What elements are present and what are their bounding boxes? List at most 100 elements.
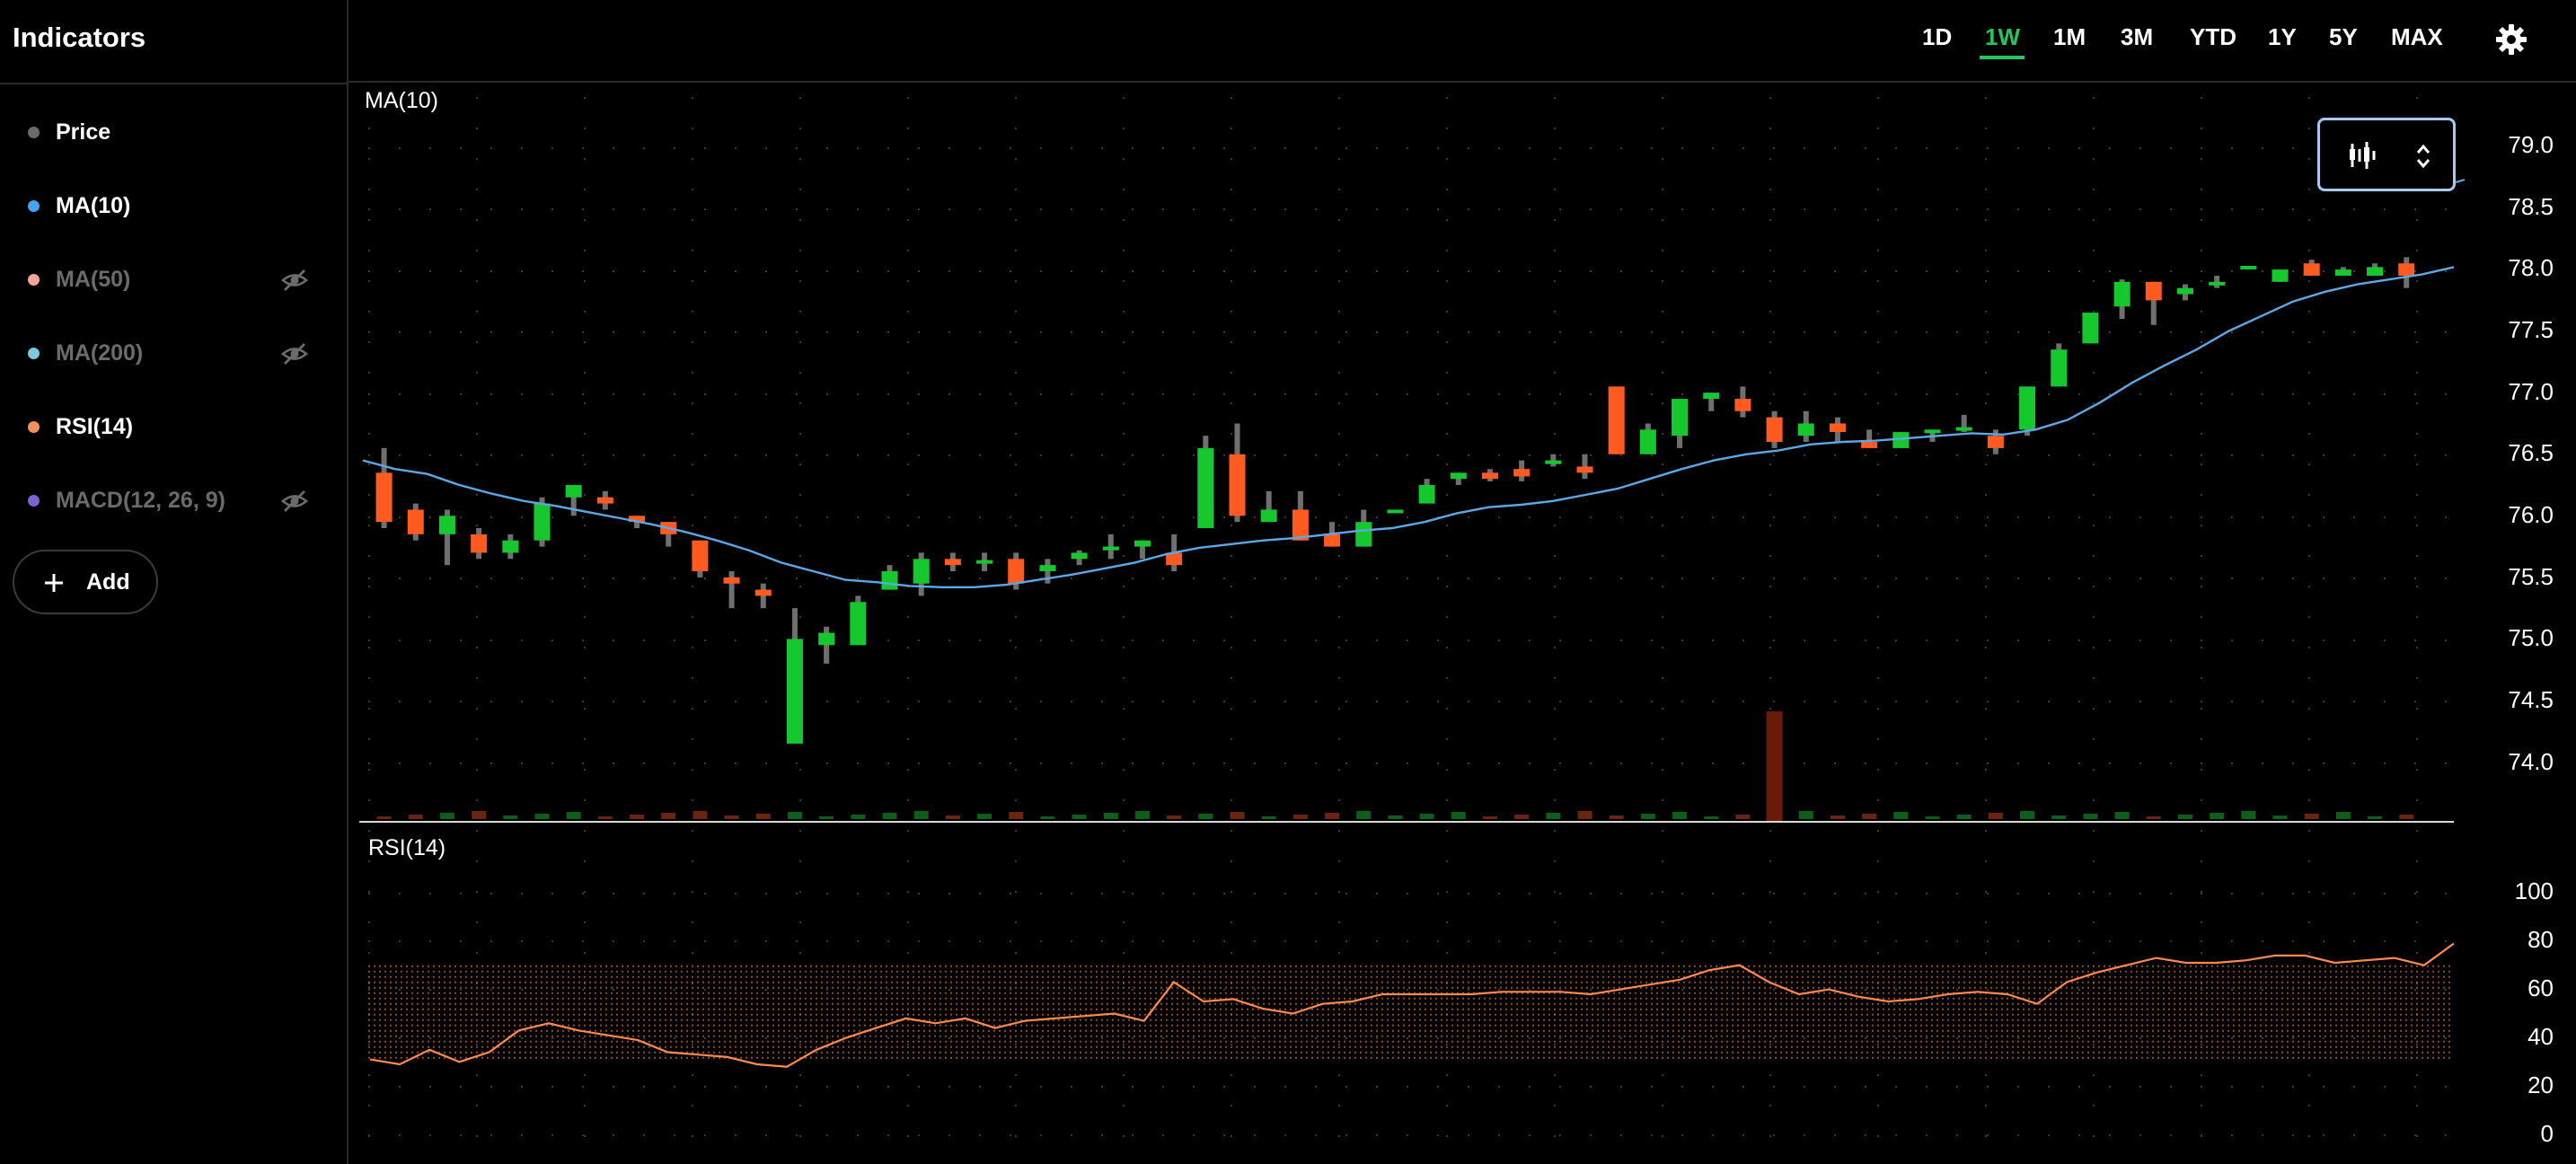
volume-bar [882,813,897,819]
volume-bar [1893,812,1909,819]
timeframe-5y[interactable]: 5Y [2329,23,2358,50]
timeframe-3m[interactable]: 3M [2121,23,2154,50]
candle-body [944,559,961,566]
price-tick-label: 75.5 [2508,563,2554,590]
volume-bar [439,813,454,819]
candle-body [850,602,867,646]
volume-spike-bar [1766,711,1783,822]
volume-bar [1230,812,1245,819]
eye-off-icon[interactable] [280,340,309,368]
timeframe-1w[interactable]: 1W [1985,23,2020,50]
indicator-ma50[interactable]: MA(50) [0,242,347,316]
price-tick-label: 78.0 [2508,254,2554,281]
indicator-dot [28,348,40,359]
candle-body [1418,485,1435,504]
candle-body [629,516,646,523]
candle-body [881,570,898,590]
indicator-label: MA(200) [56,340,144,366]
price-pane-label: MA(10) [365,88,438,113]
volume-bar [1356,811,1372,819]
volume-bar [1009,812,1024,819]
candle-body [596,497,613,504]
candle-body [2209,281,2226,286]
candle-body [976,560,993,564]
volume-bar [661,813,676,819]
indicator-price[interactable]: Price [0,95,347,169]
eye-off-icon[interactable] [280,487,309,516]
volume-bar [1609,816,1624,819]
candle-body [2019,386,2036,430]
volume-bar [597,816,613,819]
timeframe-max[interactable]: MAX [2391,23,2443,50]
candle-body [1102,546,1119,551]
gear-icon[interactable] [2493,22,2529,57]
candle-body [375,472,393,523]
volume-bar [1577,811,1592,819]
timeframe-1m[interactable]: 1M [2053,23,2086,50]
sort-arrows-icon [2416,144,2430,169]
add-label: Add [86,569,130,595]
candle-body [2113,281,2130,307]
candle-body [565,485,582,498]
volume-bar [1198,814,1213,819]
volume-bar [945,816,960,819]
volume-bar [1040,816,1055,819]
volume-bar [2114,812,2130,819]
timeframe-ytd[interactable]: YTD [2190,23,2236,50]
add-indicator-button[interactable]: Add [13,550,158,614]
candle-body [1134,540,1151,547]
indicator-label: MA(10) [56,193,131,218]
volume-bar [376,816,392,819]
volume-bar [1956,815,1972,819]
volume-bar [2177,815,2192,819]
indicator-ma10[interactable]: MA(10) [0,169,347,242]
price-tick-label: 76.5 [2508,439,2554,466]
volume-bar [1325,813,1340,819]
volume-bar [1640,814,1655,819]
candle-body [1071,552,1088,560]
volume-bar [2210,813,2225,819]
volume-bar [1830,816,1845,819]
indicator-ma200[interactable]: MA(200) [0,316,347,390]
timeframe-1d[interactable]: 1D [1922,23,1953,50]
candle-body [1608,386,1625,454]
rsi-band [368,965,2450,1059]
candle-body [723,577,740,584]
volume-bar [2146,816,2161,819]
candle-body [1387,509,1404,514]
indicator-rsi14[interactable]: RSI(14) [0,390,347,463]
candle-body [1576,466,1593,473]
candle-body [2082,313,2099,344]
candle-body [2176,287,2193,295]
indicator-dot [28,421,40,433]
timeframe-1y[interactable]: 1Y [2268,23,2297,50]
volume-bar [977,814,992,819]
volume-bar [2241,811,2256,819]
volume-bar [1292,815,1308,819]
candle-body [534,503,551,541]
candle-body [1324,534,1341,547]
eye-off-icon[interactable] [280,266,309,295]
candle-body [1892,432,1910,448]
volume-bar [2083,814,2098,819]
candle-body [1260,509,1277,523]
candle-body [1829,423,1846,433]
price-tick-label: 77.0 [2508,378,2554,405]
candle-body [2240,265,2257,269]
timeframe-toolbar [348,0,2576,83]
volume-bar [851,815,866,819]
sidebar-title: Indicators [13,22,146,53]
volume-bar [1988,813,2003,819]
price-tick-label: 78.5 [2508,193,2554,220]
sidebar-divider [0,83,348,84]
rsi-tick-label: 60 [2527,974,2554,1001]
chart-type-toggle[interactable] [2317,118,2456,191]
indicator-macd[interactable]: MACD(12, 26, 9) [0,463,347,537]
volume-bar [1514,815,1530,819]
price-tick-label: 77.5 [2508,316,2554,343]
grid-dots [368,97,2447,1137]
volume-bar [1451,812,1466,819]
volume-bar [1546,813,1561,819]
candle-body [1039,565,1056,571]
